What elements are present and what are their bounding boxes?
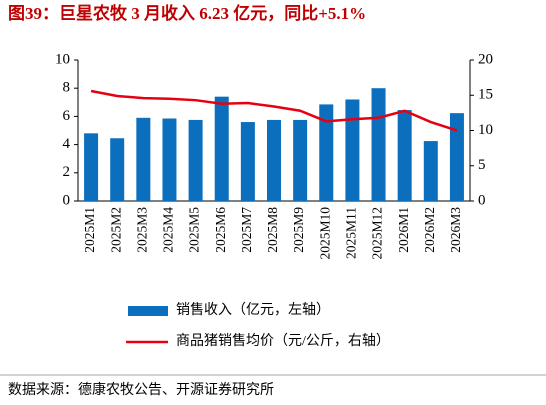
x-tick-label: 2025M5: [187, 207, 202, 253]
y2-tick-label: 15: [478, 87, 493, 103]
bar: [423, 141, 438, 201]
y2-tick-label: 10: [478, 122, 493, 138]
source: 数据来源：德康农牧公告、开源证券研究所: [8, 381, 274, 398]
bar: [397, 110, 412, 201]
legend-label: 商品猪销售均价（元/公斤，右轴）: [176, 333, 390, 349]
x-tick-label: 2025M2: [108, 207, 123, 253]
x-tick-label: 2025M4: [161, 207, 176, 253]
y-tick-label: 6: [63, 108, 71, 124]
y2-tick-label: 5: [478, 157, 486, 173]
y-tick-label: 4: [63, 136, 71, 152]
y-tick-label: 10: [55, 51, 70, 67]
legend-label: 销售收入（亿元，左轴）: [176, 302, 330, 318]
chart-title: 图39：巨星农牧 3 月收入 6.23 亿元，同比+5.1%: [8, 3, 366, 23]
line: [90, 89, 458, 132]
x-tick-label: 2025M3: [134, 207, 149, 253]
bar: [162, 118, 177, 201]
x-tick-label: 2025M8: [265, 207, 280, 253]
x-tick-label: 2025M7: [239, 207, 254, 253]
bar: [84, 133, 99, 201]
legend-swatch: [128, 306, 168, 316]
x-tick-label: 2026M2: [422, 207, 437, 253]
x-tick-label: 2025M10: [317, 207, 332, 260]
bar: [371, 88, 386, 201]
y-tick-label: 8: [63, 80, 71, 96]
bar: [214, 96, 229, 201]
x-tick-label: 2025M1: [82, 207, 97, 253]
bar: [449, 113, 464, 201]
x-tick-label: 2025M6: [213, 207, 228, 253]
bar: [110, 138, 125, 201]
bar: [293, 119, 308, 201]
x-tick-label: 2026M1: [396, 207, 411, 253]
bar: [267, 119, 281, 201]
y2-tick-label: 20: [478, 51, 493, 67]
x-tick-label: 2026M3: [448, 207, 463, 253]
bar: [188, 119, 203, 201]
y-tick-label: 2: [63, 164, 71, 180]
bar: [345, 99, 360, 201]
bar: [136, 117, 151, 201]
x-tick-label: 2025M9: [291, 207, 306, 253]
x-tick-label: 2025M11: [343, 207, 358, 259]
bar: [240, 122, 255, 201]
y2-tick-label: 0: [478, 192, 486, 208]
x-tick-label: 2025M12: [370, 207, 385, 260]
bar: [319, 104, 334, 201]
y-tick-label: 0: [63, 192, 71, 208]
